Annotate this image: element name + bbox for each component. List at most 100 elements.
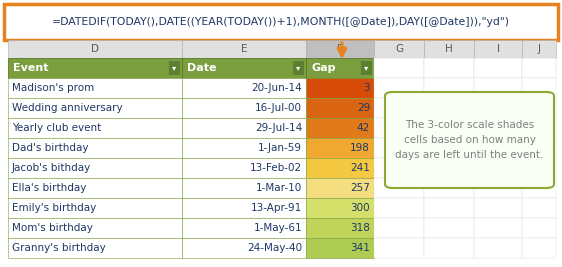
FancyBboxPatch shape [182, 138, 306, 158]
FancyBboxPatch shape [182, 198, 306, 218]
FancyBboxPatch shape [8, 238, 182, 258]
FancyBboxPatch shape [8, 40, 182, 58]
FancyBboxPatch shape [522, 178, 556, 198]
FancyBboxPatch shape [424, 58, 474, 78]
FancyBboxPatch shape [424, 98, 474, 118]
FancyBboxPatch shape [306, 40, 374, 58]
FancyBboxPatch shape [474, 178, 522, 198]
Text: Mom's birthday: Mom's birthday [12, 223, 93, 233]
Text: Emily's birthday: Emily's birthday [12, 203, 96, 213]
FancyBboxPatch shape [474, 218, 522, 238]
FancyBboxPatch shape [474, 158, 522, 178]
Text: Madison's prom: Madison's prom [12, 83, 94, 93]
Text: 341: 341 [350, 243, 370, 253]
FancyBboxPatch shape [474, 78, 522, 98]
FancyBboxPatch shape [474, 198, 522, 218]
Text: 29: 29 [357, 103, 370, 113]
FancyBboxPatch shape [374, 198, 424, 218]
Text: Granny's birthday: Granny's birthday [12, 243, 106, 253]
FancyBboxPatch shape [522, 78, 556, 98]
FancyBboxPatch shape [522, 198, 556, 218]
Text: =DATEDIF(TODAY(),DATE((YEAR(TODAY())+1),MONTH([@Date]),DAY([@Date])),"yd"): =DATEDIF(TODAY(),DATE((YEAR(TODAY())+1),… [52, 17, 510, 27]
FancyBboxPatch shape [306, 198, 374, 218]
FancyBboxPatch shape [361, 61, 372, 75]
Text: 1-May-61: 1-May-61 [253, 223, 302, 233]
Text: Dad's birthday: Dad's birthday [12, 143, 88, 153]
FancyBboxPatch shape [424, 178, 474, 198]
FancyBboxPatch shape [522, 40, 556, 58]
FancyBboxPatch shape [182, 78, 306, 98]
FancyBboxPatch shape [8, 138, 182, 158]
FancyBboxPatch shape [306, 178, 374, 198]
FancyBboxPatch shape [306, 138, 374, 158]
FancyBboxPatch shape [374, 98, 424, 118]
Text: ▾: ▾ [364, 64, 369, 73]
FancyBboxPatch shape [182, 238, 306, 258]
Text: The 3-color scale shades
cells based on how many
days are left until the event.: The 3-color scale shades cells based on … [395, 120, 543, 160]
FancyBboxPatch shape [306, 238, 374, 258]
FancyBboxPatch shape [374, 118, 424, 138]
Text: Date: Date [187, 63, 216, 73]
FancyBboxPatch shape [522, 238, 556, 258]
Text: 1-Mar-10: 1-Mar-10 [256, 183, 302, 193]
Text: 3: 3 [364, 83, 370, 93]
FancyBboxPatch shape [424, 118, 474, 138]
FancyBboxPatch shape [424, 40, 474, 58]
FancyBboxPatch shape [182, 98, 306, 118]
Text: 20-Jun-14: 20-Jun-14 [251, 83, 302, 93]
FancyBboxPatch shape [182, 58, 306, 78]
FancyBboxPatch shape [4, 4, 558, 40]
Text: G: G [395, 44, 403, 54]
FancyBboxPatch shape [374, 218, 424, 238]
FancyBboxPatch shape [169, 61, 180, 75]
Text: 241: 241 [350, 163, 370, 173]
FancyBboxPatch shape [374, 158, 424, 178]
Text: I: I [496, 44, 500, 54]
FancyBboxPatch shape [522, 98, 556, 118]
Text: ▾: ▾ [296, 64, 301, 73]
Text: 29-Jul-14: 29-Jul-14 [255, 123, 302, 133]
Text: Gap: Gap [311, 63, 336, 73]
FancyBboxPatch shape [474, 98, 522, 118]
Text: 24-May-40: 24-May-40 [247, 243, 302, 253]
FancyBboxPatch shape [474, 118, 522, 138]
FancyBboxPatch shape [385, 92, 554, 188]
FancyBboxPatch shape [8, 158, 182, 178]
FancyBboxPatch shape [182, 218, 306, 238]
Text: Event: Event [13, 63, 48, 73]
FancyBboxPatch shape [306, 218, 374, 238]
Text: 13-Feb-02: 13-Feb-02 [250, 163, 302, 173]
FancyBboxPatch shape [424, 78, 474, 98]
FancyBboxPatch shape [182, 118, 306, 138]
FancyBboxPatch shape [306, 78, 374, 98]
FancyBboxPatch shape [522, 158, 556, 178]
FancyBboxPatch shape [293, 61, 304, 75]
Text: 42: 42 [357, 123, 370, 133]
FancyBboxPatch shape [474, 58, 522, 78]
FancyBboxPatch shape [182, 158, 306, 178]
Text: 1-Jan-59: 1-Jan-59 [258, 143, 302, 153]
Text: Jacob's bithday: Jacob's bithday [12, 163, 91, 173]
FancyBboxPatch shape [306, 158, 374, 178]
FancyBboxPatch shape [306, 118, 374, 138]
FancyBboxPatch shape [424, 218, 474, 238]
FancyBboxPatch shape [424, 238, 474, 258]
FancyBboxPatch shape [424, 198, 474, 218]
FancyBboxPatch shape [306, 98, 374, 118]
FancyBboxPatch shape [374, 78, 424, 98]
FancyBboxPatch shape [8, 178, 182, 198]
FancyBboxPatch shape [474, 138, 522, 158]
Text: J: J [537, 44, 541, 54]
Text: Wedding anniversary: Wedding anniversary [12, 103, 123, 113]
Text: 318: 318 [350, 223, 370, 233]
Text: E: E [241, 44, 247, 54]
Text: D: D [91, 44, 99, 54]
FancyBboxPatch shape [474, 238, 522, 258]
FancyBboxPatch shape [522, 118, 556, 138]
FancyBboxPatch shape [306, 58, 374, 78]
FancyBboxPatch shape [8, 118, 182, 138]
Text: 198: 198 [350, 143, 370, 153]
FancyBboxPatch shape [8, 78, 182, 98]
Text: 13-Apr-91: 13-Apr-91 [251, 203, 302, 213]
FancyBboxPatch shape [522, 58, 556, 78]
